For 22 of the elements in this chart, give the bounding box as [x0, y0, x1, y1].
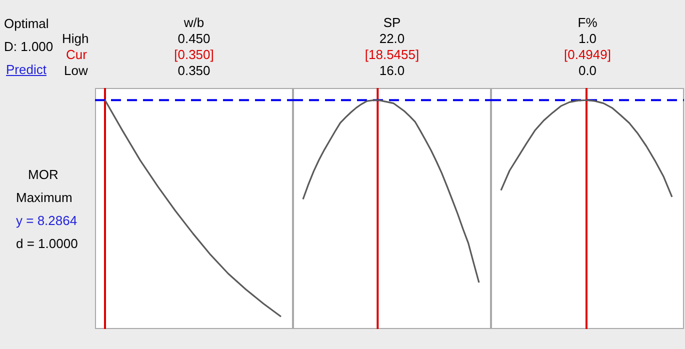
text: MOR — [28, 167, 58, 183]
text: 0.350 — [178, 63, 210, 79]
text: 16.0 — [379, 63, 405, 79]
text: [0.350] — [174, 47, 214, 62]
text: Cur — [66, 47, 87, 63]
text: 0.450 — [178, 31, 210, 47]
chart-title: F% — [578, 15, 598, 31]
text: 22.0 — [379, 31, 405, 47]
text: [0.4949] — [564, 47, 611, 62]
text: d = 1.0000 — [16, 236, 78, 252]
text: Maximum — [16, 190, 72, 206]
text: Optimal — [4, 16, 49, 32]
text: 1.0 — [578, 31, 597, 47]
text: [18.5455] — [364, 47, 420, 62]
chart-title: w/b — [184, 15, 204, 31]
text: High — [62, 31, 89, 47]
text: D: 1.000 — [4, 39, 54, 55]
text: Low — [64, 63, 88, 79]
text: y = 8.2864 — [16, 213, 78, 229]
text: 0.0 — [578, 63, 597, 79]
chart-title: SP — [383, 15, 401, 31]
text: Predict — [6, 62, 46, 78]
